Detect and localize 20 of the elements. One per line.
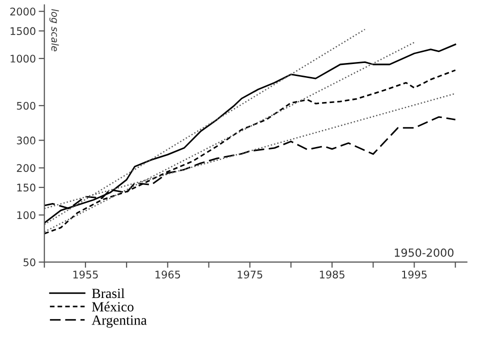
x-tick-label: 1965 [156, 270, 180, 278]
legend-label: Argentina [92, 316, 147, 328]
x-tick-label: 1955 [73, 270, 98, 278]
x-tick-label: 1975 [238, 270, 262, 278]
y-tick-label: 1500 [10, 27, 36, 36]
y-tick-label: 150 [17, 184, 36, 192]
line-series [44, 69, 456, 234]
y-tick-label: 1000 [10, 54, 36, 63]
y-tick-label: 100 [17, 211, 36, 220]
x-tick-label: 1985 [320, 270, 344, 278]
y-tick-label: 500 [16, 102, 36, 110]
y-tick-label: 200 [16, 164, 36, 172]
y-tick-label: 50 [24, 258, 36, 266]
legend-label: México [92, 302, 134, 312]
x-tick-label: 1995 [402, 270, 427, 278]
annotation: 1950-2000 [394, 248, 454, 257]
y-tick-label: 300 [16, 136, 36, 144]
legend-label: Brasil [92, 288, 124, 298]
y-tick-label: 2000 [10, 8, 36, 16]
annotation: log scale [49, 9, 59, 52]
